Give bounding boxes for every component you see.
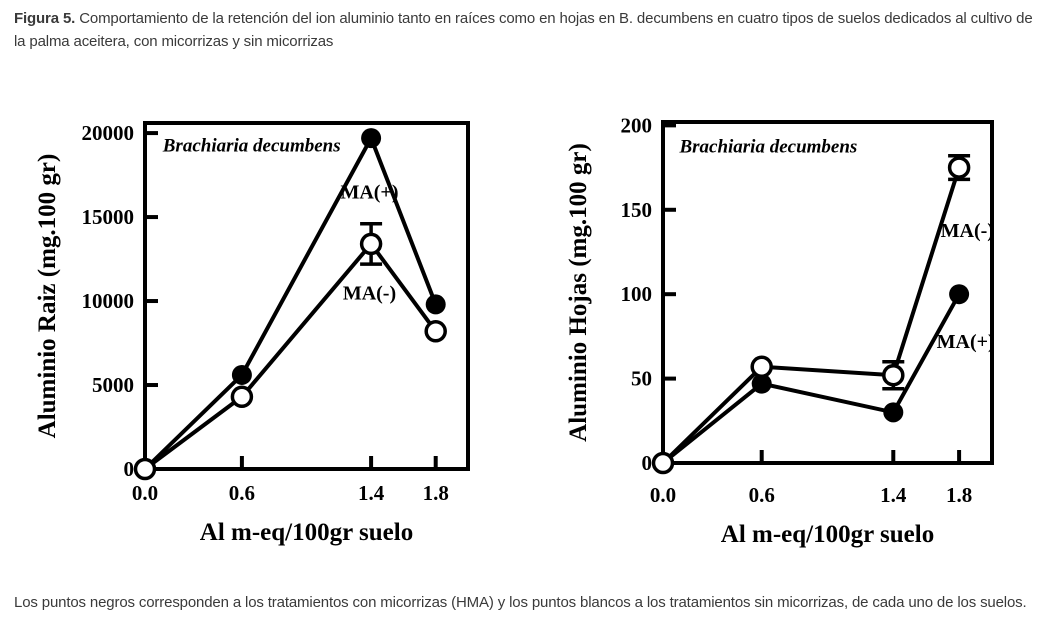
data-point-filled [949, 284, 970, 305]
y-tick-label: 0 [642, 451, 653, 475]
figure-caption-text: Comportamiento de la retención del ion a… [14, 10, 1033, 50]
data-point-open [133, 457, 157, 481]
x-tick-label: 0.6 [749, 483, 775, 507]
data-point-open [947, 156, 971, 179]
data-point-open [424, 320, 447, 343]
data-point-open [230, 385, 254, 409]
x-axis-label: Al m-eq/100gr suelo [200, 519, 413, 546]
data-point-filled [231, 364, 252, 385]
x-tick-label: 1.8 [423, 481, 449, 505]
footnote-text: Los puntos negros corresponden a los tra… [14, 594, 1027, 611]
y-tick-label: 150 [621, 198, 653, 222]
figure-number: Figura 5. [14, 10, 76, 27]
y-tick-label: 20000 [82, 121, 135, 145]
y-tick-label: 15000 [82, 205, 135, 229]
plot-frame [143, 121, 470, 471]
x-tick-label: 0.6 [229, 481, 255, 505]
y-tick-label: 200 [621, 113, 653, 137]
data-point-open [651, 451, 675, 475]
y-tick-label: 0 [124, 457, 135, 481]
x-tick-label: 0.0 [132, 481, 158, 505]
series-line [143, 240, 438, 471]
data-point-open [359, 232, 383, 256]
plot-title: Brachiaria decumbens [162, 136, 341, 157]
figure-footnote: Los puntos negros corresponden a los tra… [14, 591, 1040, 614]
figure-caption: Figura 5. Comportamiento de la retención… [14, 7, 1040, 53]
y-axis-label: Aluminio Hojas (mg.100 gr) [565, 143, 592, 442]
x-tick-label: 0.0 [650, 483, 676, 507]
series-line [143, 133, 438, 471]
data-point-filled [751, 373, 772, 394]
data-point-open [750, 355, 773, 379]
data-point-filled [883, 402, 904, 423]
series-line [661, 166, 962, 465]
chart-aluminio-hojas: 0.0 0.6 1.4 1.8 0 50 100 150 200 Al m-eq/100gr su… [565, 113, 995, 548]
y-tick-label: 50 [631, 367, 652, 391]
data-point-open [882, 363, 905, 387]
y-tick-label: 5000 [92, 373, 134, 397]
data-point-filled [361, 128, 382, 149]
plot-title: Brachiaria decumbens [678, 136, 857, 157]
series-label: MA(-) [343, 282, 396, 304]
y-tick-label: 100 [621, 282, 653, 306]
x-tick-label: 1.8 [946, 483, 972, 507]
series-line [661, 293, 961, 465]
plot-frame [661, 120, 994, 465]
data-point-filled [425, 294, 446, 315]
series-label: MA(+) [340, 182, 398, 204]
y-axis-label: Aluminio Raiz (mg.100 gr) [34, 154, 61, 439]
series-label: MA(+) [937, 331, 995, 353]
x-axis-label: Al m-eq/100gr suelo [721, 521, 934, 548]
y-tick-label: 10000 [82, 289, 135, 313]
series-label: MA(-) [941, 220, 994, 242]
x-tick-label: 1.4 [880, 483, 907, 507]
chart-aluminio-raiz: 0.0 0.6 1.4 1.8 0 5000 10000 15000 20000 Al m-eq/… [34, 121, 470, 546]
x-tick-label: 1.4 [358, 481, 385, 505]
